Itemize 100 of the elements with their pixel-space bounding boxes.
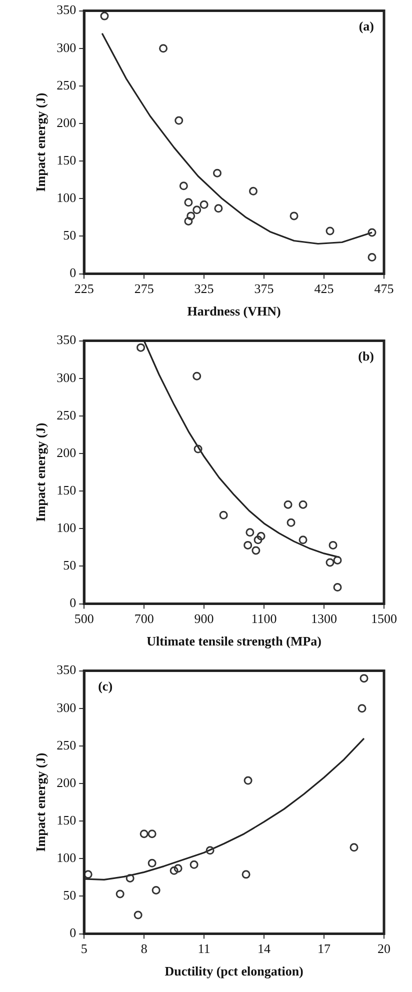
point (134, 910, 142, 920)
point (358, 704, 366, 713)
y-tick-label: 150 (56, 152, 76, 168)
annotation: (b) (358, 348, 374, 364)
x-tick-label: 11 (198, 941, 210, 956)
x-tick-label: 1300 (311, 611, 338, 626)
x-tick-label: 700 (134, 611, 154, 626)
point (159, 44, 168, 53)
x-tick-label: 475 (374, 281, 394, 296)
point (298, 500, 308, 509)
point (190, 860, 198, 869)
x-axis-title: Hardness (VHN) (187, 304, 281, 319)
point (200, 200, 208, 209)
y-tick-label: 150 (56, 482, 76, 498)
x-tick-label: 500 (74, 611, 94, 626)
x-tick-label: 900 (194, 611, 214, 626)
point (256, 532, 266, 540)
point (284, 500, 292, 509)
y-tick-label: 300 (56, 370, 76, 385)
annotation: (c) (98, 678, 113, 694)
point (148, 858, 156, 868)
point (213, 168, 222, 178)
point (140, 830, 148, 838)
y-tick-label: 300 (56, 40, 76, 55)
y-tick-label: 0 (70, 595, 76, 610)
x-tick-label: 375 (254, 281, 274, 296)
point (246, 528, 254, 537)
point (368, 228, 376, 237)
y-tick-label: 250 (56, 737, 76, 752)
point (184, 216, 193, 226)
point (192, 372, 202, 380)
x-axis-title: Ductility (pct elongation) (164, 964, 304, 979)
x-tick-label: 1100 (251, 611, 277, 626)
y-tick-label: 100 (56, 850, 76, 866)
y-tick-label: 50 (63, 228, 76, 243)
point (214, 204, 223, 213)
y-axis-title: Impact energy (J) (33, 92, 48, 192)
annotation: (a) (358, 18, 374, 34)
point (248, 186, 258, 196)
point (174, 116, 184, 125)
point (184, 198, 193, 207)
y-tick-label: 200 (56, 444, 76, 460)
point (290, 212, 298, 220)
point (179, 182, 188, 190)
point (136, 343, 146, 352)
point (174, 864, 182, 873)
x-axis-title: Ultimate tensile strength (MPa) (146, 634, 322, 649)
point (170, 866, 178, 875)
x-tick-label: 8 (140, 941, 148, 956)
point (219, 510, 228, 520)
point (326, 226, 334, 236)
point (326, 558, 334, 567)
point (186, 212, 196, 220)
point (148, 830, 156, 838)
point (368, 253, 376, 262)
y-tick-label: 200 (56, 774, 76, 790)
y-axis-title: Impact energy (J) (33, 422, 48, 522)
x-tick-label: 1500 (371, 611, 397, 626)
point (152, 886, 160, 894)
y-tick-label: 300 (56, 700, 76, 715)
y-tick-label: 100 (56, 190, 76, 206)
x-tick-label: 225 (74, 281, 94, 296)
x-tick-label: 325 (194, 281, 214, 296)
y-tick-label: 100 (56, 520, 76, 536)
point (252, 546, 260, 555)
y-tick-label: 150 (56, 812, 76, 828)
x-tick-label: 17 (318, 941, 332, 956)
point (194, 444, 202, 454)
x-tick-label: 5 (80, 941, 88, 956)
y-tick-label: 50 (63, 558, 76, 573)
point (328, 540, 338, 550)
x-tick-label: 275 (134, 281, 154, 296)
point (192, 206, 202, 214)
x-tick-label: 20 (378, 941, 390, 956)
point (244, 776, 252, 785)
point (126, 874, 134, 882)
y-axis-title: Impact energy (J) (33, 752, 48, 852)
point (206, 846, 214, 855)
y-tick-label: 250 (56, 407, 76, 422)
point (100, 12, 109, 20)
y-tick-label: 200 (56, 114, 76, 130)
point (350, 843, 358, 852)
point (116, 890, 124, 898)
y-tick-label: 350 (56, 2, 76, 18)
y-tick-label: 0 (70, 265, 76, 280)
point (298, 536, 308, 544)
y-tick-label: 50 (63, 888, 76, 903)
y-tick-label: 0 (70, 925, 76, 940)
point (286, 518, 296, 527)
point (333, 556, 342, 564)
point (242, 870, 250, 879)
y-tick-label: 350 (56, 332, 76, 348)
point (360, 674, 368, 683)
x-tick-label: 14 (258, 941, 272, 956)
point (333, 583, 342, 592)
y-tick-label: 250 (56, 77, 76, 92)
point (254, 536, 262, 544)
point (244, 540, 252, 550)
y-tick-label: 350 (56, 662, 76, 678)
x-tick-label: 425 (314, 281, 334, 296)
